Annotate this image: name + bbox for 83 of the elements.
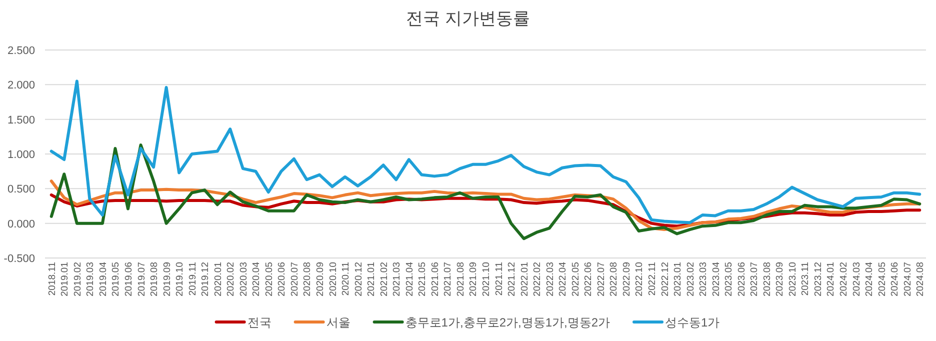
x-tick-label: 2022.03 <box>544 262 556 296</box>
x-tick-label: 2023.06 <box>736 262 748 296</box>
x-tick-label: 2020.11 <box>340 262 352 296</box>
x-tick-label: 2020.09 <box>315 262 326 296</box>
x-tick-label: 2021.10 <box>481 262 492 296</box>
x-tick-label: 2021.08 <box>455 262 466 296</box>
y-tick-label: 1.000 <box>7 149 35 161</box>
y-tick-label: -0.500 <box>4 253 35 265</box>
x-tick-label: 2023.04 <box>710 262 722 296</box>
x-tick-label: 2022.05 <box>570 262 582 296</box>
x-tick-label: 2022.11 <box>646 262 658 296</box>
x-tick-label: 2019.02 <box>72 262 84 296</box>
x-tick-label: 2020.03 <box>238 262 250 296</box>
x-tick-label: 2023.07 <box>749 262 760 296</box>
y-tick-label: 2.500 <box>7 45 35 57</box>
x-tick-label: 2019.06 <box>123 262 134 296</box>
y-tick-label: 2.000 <box>7 80 35 92</box>
x-tick-label: 2020.10 <box>328 262 339 296</box>
legend-label: 충무로1가,충무로2가,명동1가,명동2가 <box>405 316 610 330</box>
legend-label: 서울 <box>326 316 350 330</box>
x-tick-label: 2024.06 <box>890 262 901 296</box>
x-tick-label: 2019.03 <box>85 262 96 296</box>
line-series <box>50 80 922 224</box>
x-tick-label: 2023.12 <box>812 262 824 296</box>
x-tick-label: 2024.03 <box>851 262 862 296</box>
x-tick-label: 2022.01 <box>519 262 530 296</box>
x-tick-label: 2022.10 <box>634 262 646 296</box>
x-tick-label: 2019.07 <box>136 262 148 296</box>
x-tick-label: 2022.08 <box>608 262 620 296</box>
x-tick-label: 2021.01 <box>366 262 378 296</box>
x-tick-label: 2022.07 <box>596 262 607 296</box>
x-tick-label: 2022.02 <box>532 262 544 296</box>
x-tick-label: 2021.11 <box>494 262 505 296</box>
x-tick-label: 2023.01 <box>672 262 684 296</box>
legend-label: 성수동1가 <box>665 316 720 330</box>
x-tick-label: 2020.02 <box>226 262 237 296</box>
x-tick-label: 2021.02 <box>378 262 390 296</box>
x-tick-label: 2023.03 <box>698 262 710 296</box>
y-tick-label: 0.000 <box>7 218 35 230</box>
y-tick-label: 1.500 <box>7 114 35 126</box>
legend-label: 전국 <box>247 316 272 330</box>
x-tick-label: 2019.04 <box>98 262 109 296</box>
line-series <box>50 143 922 240</box>
x-tick-label: 2022.04 <box>558 262 569 296</box>
x-tick-label: 2021.12 <box>506 262 518 296</box>
x-tick-label: 2023.11 <box>800 262 812 296</box>
x-tick-label: 2024.01 <box>826 262 837 296</box>
x-tick-label: 2024.05 <box>876 262 888 296</box>
x-tick-label: 2020.05 <box>264 262 275 296</box>
x-tick-label: 2023.02 <box>685 262 696 296</box>
x-tick-label: 2021.03 <box>392 262 403 296</box>
x-tick-label: 2024.08 <box>915 262 926 296</box>
x-tick-label: 2021.09 <box>468 262 480 296</box>
x-tick-label: 2022.09 <box>621 262 632 296</box>
x-tick-label: 2023.09 <box>774 262 786 296</box>
x-tick-label: 2023.05 <box>724 262 735 296</box>
x-tick-label: 2019.11 <box>187 262 198 296</box>
x-tick-label: 2021.06 <box>430 262 441 296</box>
x-tick-label: 2018.11 <box>46 262 58 296</box>
x-tick-label: 2020.08 <box>302 262 314 296</box>
x-tick-label: 2020.12 <box>353 262 364 296</box>
x-tick-label: 2024.02 <box>838 262 850 296</box>
x-tick-label: 2020.07 <box>289 262 300 296</box>
x-tick-label: 2023.10 <box>787 262 798 296</box>
x-tick-label: 2020.06 <box>276 262 288 296</box>
x-tick-label: 2022.06 <box>583 262 594 296</box>
x-tick-label: 2019.05 <box>110 262 122 296</box>
x-tick-label: 2021.04 <box>404 262 416 296</box>
x-tick-label: 2019.12 <box>200 262 212 296</box>
x-tick-label: 2023.08 <box>762 262 773 296</box>
x-tick-label: 2021.07 <box>442 262 454 296</box>
x-tick-label: 2020.01 <box>212 262 224 296</box>
x-tick-label: 2021.05 <box>417 262 428 296</box>
x-tick-label: 2019.08 <box>149 262 160 296</box>
y-tick-label: 0.500 <box>7 184 35 196</box>
x-tick-label: 2020.04 <box>251 262 262 296</box>
x-tick-label: 2019.01 <box>60 262 71 296</box>
x-tick-label: 2024.04 <box>864 262 876 296</box>
chart-title: 전국 지가변동률 <box>406 9 530 28</box>
x-tick-label: 2019.09 <box>162 262 173 296</box>
x-tick-label: 2024.07 <box>902 262 914 296</box>
x-tick-label: 2022.12 <box>660 262 671 296</box>
x-tick-label: 2019.10 <box>174 262 186 296</box>
